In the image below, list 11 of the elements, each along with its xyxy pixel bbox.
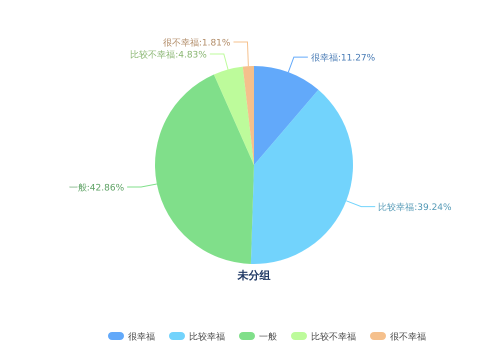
data-label: 很幸福:11.27%: [310, 54, 376, 64]
data-label: 比较不幸福:4.83%: [130, 50, 207, 61]
data-label: 比较幸福:39.24%: [378, 203, 452, 214]
legend-label: 比较幸福: [189, 332, 225, 342]
legend-label: 很不幸福: [390, 332, 426, 342]
text: 未分组: [236, 269, 270, 282]
legend-label: 比较不幸福: [311, 332, 356, 342]
legend-label: 一般: [259, 332, 277, 342]
data-label: 一般:42.86%: [68, 184, 124, 194]
legend-label: 很幸福: [128, 332, 155, 342]
data-label: 很不幸福:1.81%: [162, 38, 230, 49]
